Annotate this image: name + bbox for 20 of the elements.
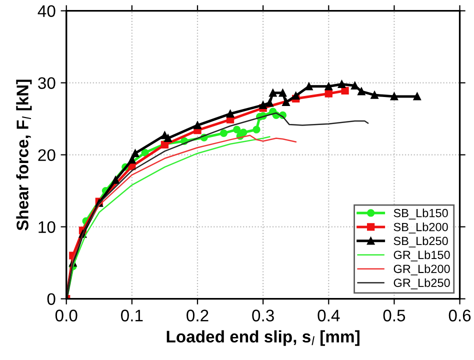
x-tick-label: 0.2 [186, 310, 208, 322]
y-tick-label: 0 [47, 293, 56, 306]
x-tick-label: 0.1 [121, 310, 143, 322]
y-tick-label: 10 [38, 221, 56, 234]
y-tick-label: 20 [38, 149, 56, 162]
legend-label: GR_Lb150 [394, 250, 450, 262]
legend-label: GR_Lb250 [394, 278, 450, 290]
y-tick-label: 30 [38, 77, 56, 90]
x-axis-title: Loaded end slip, s$_{l}$ [mm] [166, 330, 360, 346]
x-tick-label: 0.4 [318, 310, 340, 322]
y-tick-label: 40 [38, 5, 56, 18]
legend-label: GR_Lb200 [394, 264, 450, 276]
legend-label: SB_Lb250 [394, 236, 448, 248]
x-tick-label: 0.0 [55, 310, 78, 322]
legend-label: SB_Lb150 [394, 208, 448, 220]
y-axis-title: Shear force, F$_{l}$ [kN] [16, 80, 32, 230]
legend-label: SB_Lb200 [394, 222, 448, 234]
x-tick-label: 0.3 [252, 310, 274, 322]
x-tick-label: 0.6 [448, 310, 471, 322]
x-tick-label: 0.5 [383, 310, 406, 322]
